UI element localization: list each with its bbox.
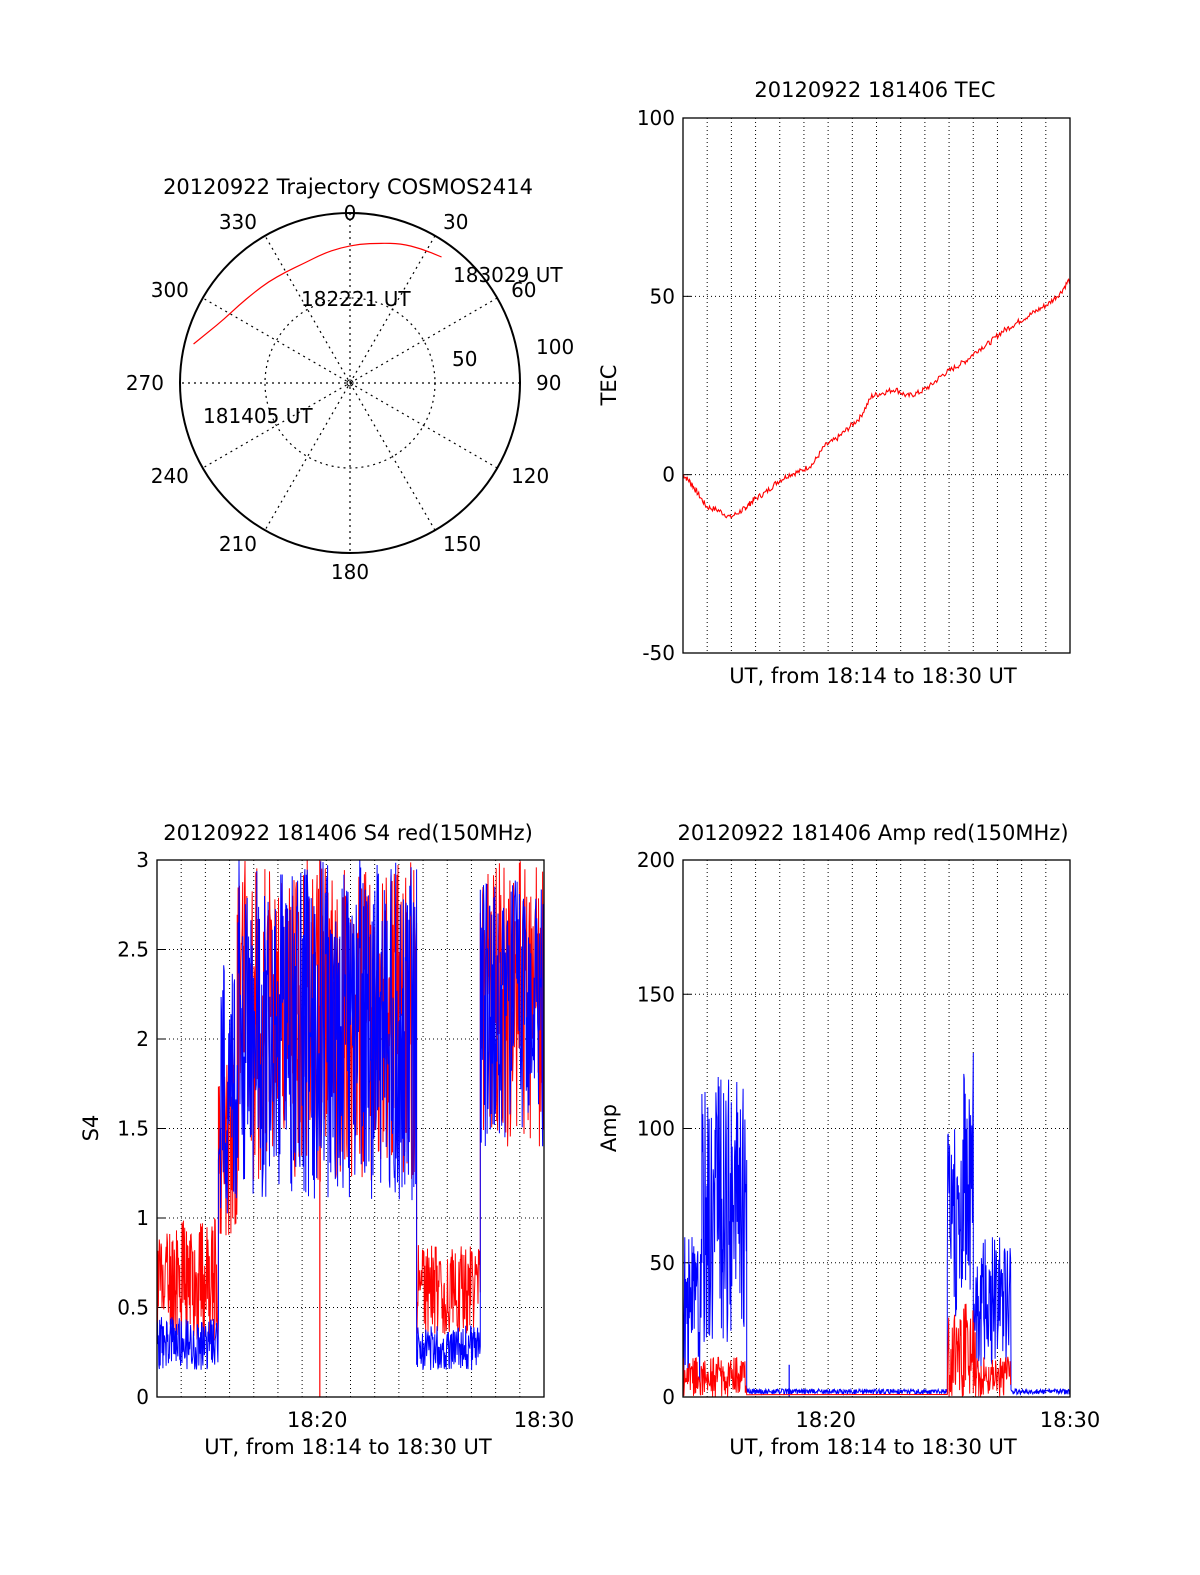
tec-plot-area: -50 0 50 100 [637,106,1071,665]
y-tick-label: 100 [637,106,675,130]
polar-azimuth-label: 120 [511,464,549,488]
polar-outer-circle [179,212,521,554]
amp-ylabel: Amp [597,1104,621,1152]
y-tick-label: -50 [642,641,675,665]
polar-azimuth-label: 210 [219,532,257,556]
y-tick-label: 1 [136,1206,149,1230]
y-tick-label: 0 [662,1385,675,1409]
y-tick-label: 0 [136,1385,149,1409]
y-tick-label: 50 [650,284,675,308]
s4-blue-series [156,860,545,1371]
plot-frame [682,117,1071,654]
y-tick-label: 2 [136,1027,149,1051]
trajectory-line [193,242,442,345]
y-tick-label: 50 [650,1251,675,1275]
polar-radius-label: 100 [536,335,574,359]
y-tick-label: 3 [136,848,149,872]
tec-xlabel: UT, from 18:14 to 18:30 UT [729,664,1017,688]
amp-plot-area: 0 50 100 150 200 18:20 18:30 [637,848,1100,1432]
polar-azimuth-label: 180 [331,560,369,584]
s4-ylabel: S4 [79,1115,103,1142]
polar-azimuth-label: 270 [126,371,164,395]
trajectory-mid-label: 182221 UT [301,287,411,311]
polar-radius-label: 50 [452,347,477,371]
s4-chart: 20120922 181406 S4 red(150MHz) 0 0.5 1 1.5 2… [79,821,574,1459]
polar-azimuth-label: 60 [511,278,536,302]
polar-azimuth-label: 0 [344,201,357,225]
y-tick-label: 0 [662,463,675,487]
tec-title: 20120922 181406 TEC [754,78,995,102]
polar-azimuth-label: 90 [536,371,561,395]
y-tick-label: 100 [637,1117,675,1141]
polar-azimuth-labels: 0 30 60 90 120 150 180 210 240 270 300 330 [126,201,562,584]
polar-title: 20120922 Trajectory COSMOS2414 [163,175,533,199]
polar-azimuth-label: 300 [151,278,189,302]
y-tick-label: 200 [637,848,675,872]
polar-azimuth-label: 150 [443,532,481,556]
polar-chart: 20120922 Trajectory COSMOS2414 0 30 60 90 12… [126,175,574,584]
polar-grid [180,213,520,553]
amp-chart: 20120922 181406 Amp red(150MHz) 0 50 100 15… [597,821,1100,1459]
polar-azimuth-label: 240 [151,464,189,488]
polar-spoke [264,235,436,531]
tec-series-line [682,277,1071,520]
trajectory-end-label: 183029 UT [453,263,563,287]
y-tick-label: 150 [637,982,675,1006]
y-tick-label: 1.5 [117,1117,149,1141]
polar-azimuth-label: 30 [443,210,468,234]
y-tick-label: 0.5 [117,1296,149,1320]
s4-plot-area: 0 0.5 1 1.5 2 2.5 3 18:20 18:30 [117,848,574,1432]
s4-xlabel: UT, from 18:14 to 18:30 UT [204,1435,492,1459]
polar-center [346,379,354,387]
x-tick-label: 18:20 [795,1408,856,1432]
polar-azimuth-label: 330 [219,210,257,234]
x-tick-label: 18:20 [287,1408,348,1432]
trajectory-start-label: 181405 UT [203,404,313,428]
amp-xlabel: UT, from 18:14 to 18:30 UT [729,1435,1017,1459]
tec-chart: 20120922 181406 TEC -50 0 50 100 UT, from 1… [597,78,1071,688]
y-tick-label: 2.5 [117,938,149,962]
x-tick-label: 18:30 [1040,1408,1101,1432]
amp-red-series [682,1303,1012,1397]
amp-title: 20120922 181406 Amp red(150MHz) [677,821,1068,845]
plot-frame [156,859,545,1398]
x-tick-label: 18:30 [514,1408,575,1432]
plot-frame [682,859,1071,1398]
tec-ylabel: TEC [597,365,621,407]
polar-ring [264,297,436,469]
s4-title: 20120922 181406 S4 red(150MHz) [163,821,533,845]
